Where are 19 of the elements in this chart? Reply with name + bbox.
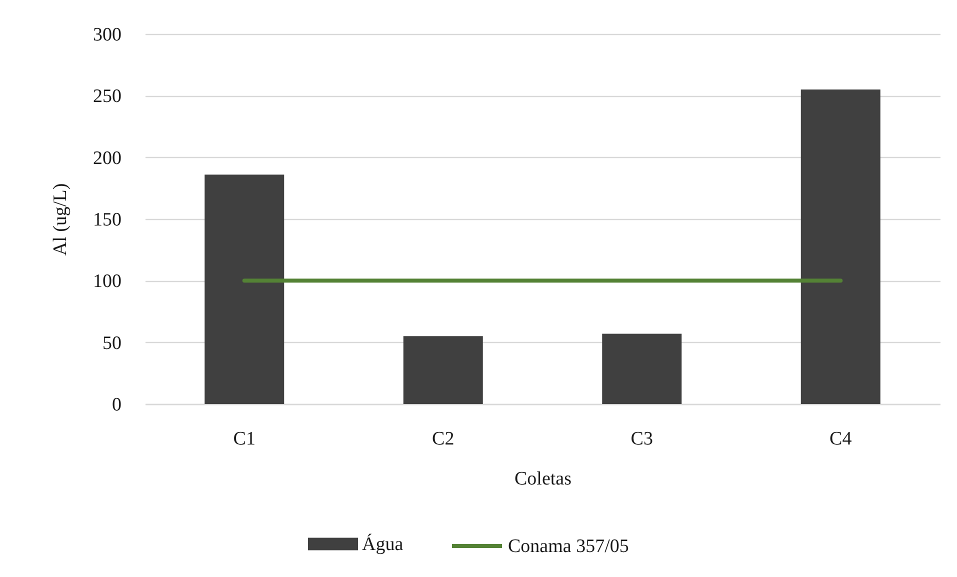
y-tick-label: 300 <box>93 24 122 46</box>
y-tick-label: 0 <box>112 394 122 416</box>
x-tick-label: C3 <box>630 428 653 450</box>
bar <box>403 336 483 404</box>
legend-label: Água <box>362 533 404 555</box>
bar <box>602 334 682 404</box>
bar <box>204 174 284 404</box>
x-tick-label: C4 <box>830 428 852 450</box>
x-tick-label: C2 <box>432 428 454 450</box>
legend-label: Conama 357/05 <box>508 536 629 557</box>
y-tick-label: 100 <box>93 271 122 292</box>
y-tick-label: 150 <box>93 210 122 230</box>
y-tick-label: 250 <box>93 86 122 108</box>
x-tick-label: C1 <box>233 428 256 450</box>
y-axis-title: Al (ug/L) <box>50 183 71 256</box>
x-axis-title: Coletas <box>514 468 572 490</box>
y-tick-label: 200 <box>93 148 122 169</box>
bar <box>800 90 880 404</box>
y-tick-label: 50 <box>102 332 122 354</box>
